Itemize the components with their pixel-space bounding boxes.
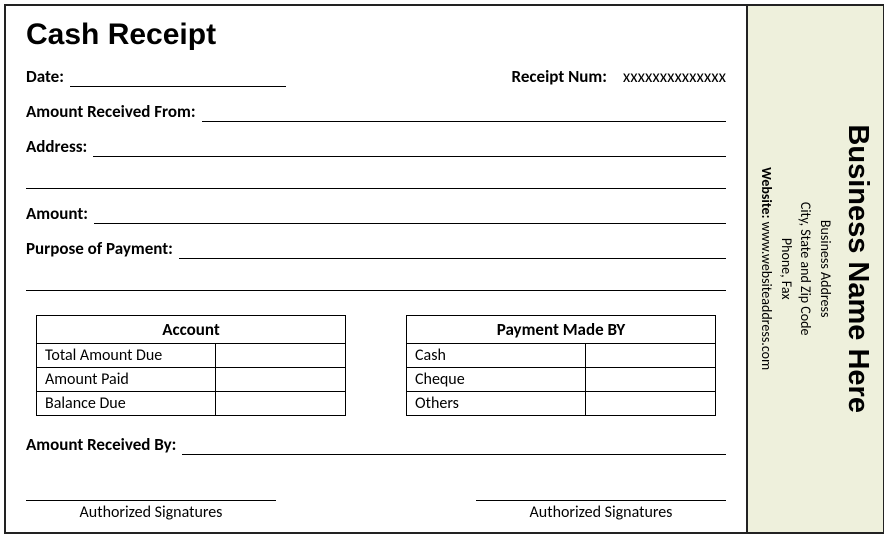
business-website: Website: www.websiteaddress.com xyxy=(757,125,777,414)
account-row-0-label: Total Amount Due xyxy=(37,344,216,368)
receipt-num-group: Receipt Num: xxxxxxxxxxxxxx xyxy=(512,66,726,87)
page-title: Cash Receipt xyxy=(26,18,726,52)
signature-right: Authorized Signatures xyxy=(476,499,726,522)
purpose-row: Purpose of Payment: xyxy=(26,238,726,259)
table-row: Amount Paid xyxy=(37,368,346,392)
tables-row: Account Total Amount Due Amount Paid Bal… xyxy=(36,315,716,416)
payment-row-0-value[interactable] xyxy=(586,344,716,368)
table-row: Total Amount Due xyxy=(37,344,346,368)
date-receipt-row: Date: Receipt Num: xxxxxxxxxxxxxx xyxy=(26,66,726,87)
business-sidebar: Business Name Here Business Address City… xyxy=(748,6,883,532)
address-line-1[interactable] xyxy=(93,139,726,157)
received-from-label: Amount Received From: xyxy=(26,101,196,122)
received-by-line[interactable] xyxy=(182,437,726,455)
table-row: Cash xyxy=(407,344,716,368)
table-row: Cheque xyxy=(407,368,716,392)
amount-label: Amount: xyxy=(26,203,88,224)
account-row-0-value[interactable] xyxy=(216,344,346,368)
business-address: Business Address xyxy=(816,125,836,414)
date-line[interactable] xyxy=(70,69,286,87)
receipt-container: Cash Receipt Date: Receipt Num: xxxxxxxx… xyxy=(4,4,884,534)
signature-right-line[interactable] xyxy=(476,499,726,501)
account-header: Account xyxy=(37,316,346,344)
account-row-2-value[interactable] xyxy=(216,392,346,416)
sidebar-inner: Business Name Here Business Address City… xyxy=(757,125,874,414)
date-label: Date: xyxy=(26,66,64,87)
amount-row: Amount: xyxy=(26,203,726,224)
address-row: Address: xyxy=(26,136,726,157)
business-name: Business Name Here xyxy=(841,125,874,414)
signature-left-label: Authorized Signatures xyxy=(26,503,276,522)
received-by-row: Amount Received By: xyxy=(26,434,726,455)
payment-row-2-label: Others xyxy=(407,392,586,416)
purpose-label: Purpose of Payment: xyxy=(26,238,173,259)
payment-table: Payment Made BY Cash Cheque Others xyxy=(406,315,716,416)
received-from-line[interactable] xyxy=(202,104,726,122)
account-row-1-value[interactable] xyxy=(216,368,346,392)
purpose-line-2[interactable] xyxy=(26,273,726,291)
signature-left: Authorized Signatures xyxy=(26,499,276,522)
website-label: Website: xyxy=(758,167,775,218)
address-line-2[interactable] xyxy=(26,171,726,189)
amount-line[interactable] xyxy=(94,206,726,224)
website-value: www.websiteaddress.com xyxy=(758,222,775,371)
business-city: City, State and Zip Code xyxy=(796,125,816,414)
signature-row: Authorized Signatures Authorized Signatu… xyxy=(26,489,726,522)
payment-row-0-label: Cash xyxy=(407,344,586,368)
date-group: Date: xyxy=(26,66,286,87)
payment-row-2-value[interactable] xyxy=(586,392,716,416)
payment-header: Payment Made BY xyxy=(407,316,716,344)
business-phone: Phone, Fax xyxy=(776,125,796,414)
payment-row-1-label: Cheque xyxy=(407,368,586,392)
address-label: Address: xyxy=(26,136,87,157)
account-row-1-label: Amount Paid xyxy=(37,368,216,392)
received-from-row: Amount Received From: xyxy=(26,101,726,122)
signature-left-line[interactable] xyxy=(26,499,276,501)
table-row: Balance Due xyxy=(37,392,346,416)
receipt-num-label: Receipt Num: xyxy=(512,66,607,87)
account-table: Account Total Amount Due Amount Paid Bal… xyxy=(36,315,346,416)
receipt-num-value: xxxxxxxxxxxxxx xyxy=(623,66,726,87)
received-by-label: Amount Received By: xyxy=(26,434,176,455)
account-row-2-label: Balance Due xyxy=(37,392,216,416)
signature-right-label: Authorized Signatures xyxy=(476,503,726,522)
payment-row-1-value[interactable] xyxy=(586,368,716,392)
receipt-main: Cash Receipt Date: Receipt Num: xxxxxxxx… xyxy=(6,6,748,532)
purpose-line[interactable] xyxy=(179,241,726,259)
table-row: Others xyxy=(407,392,716,416)
